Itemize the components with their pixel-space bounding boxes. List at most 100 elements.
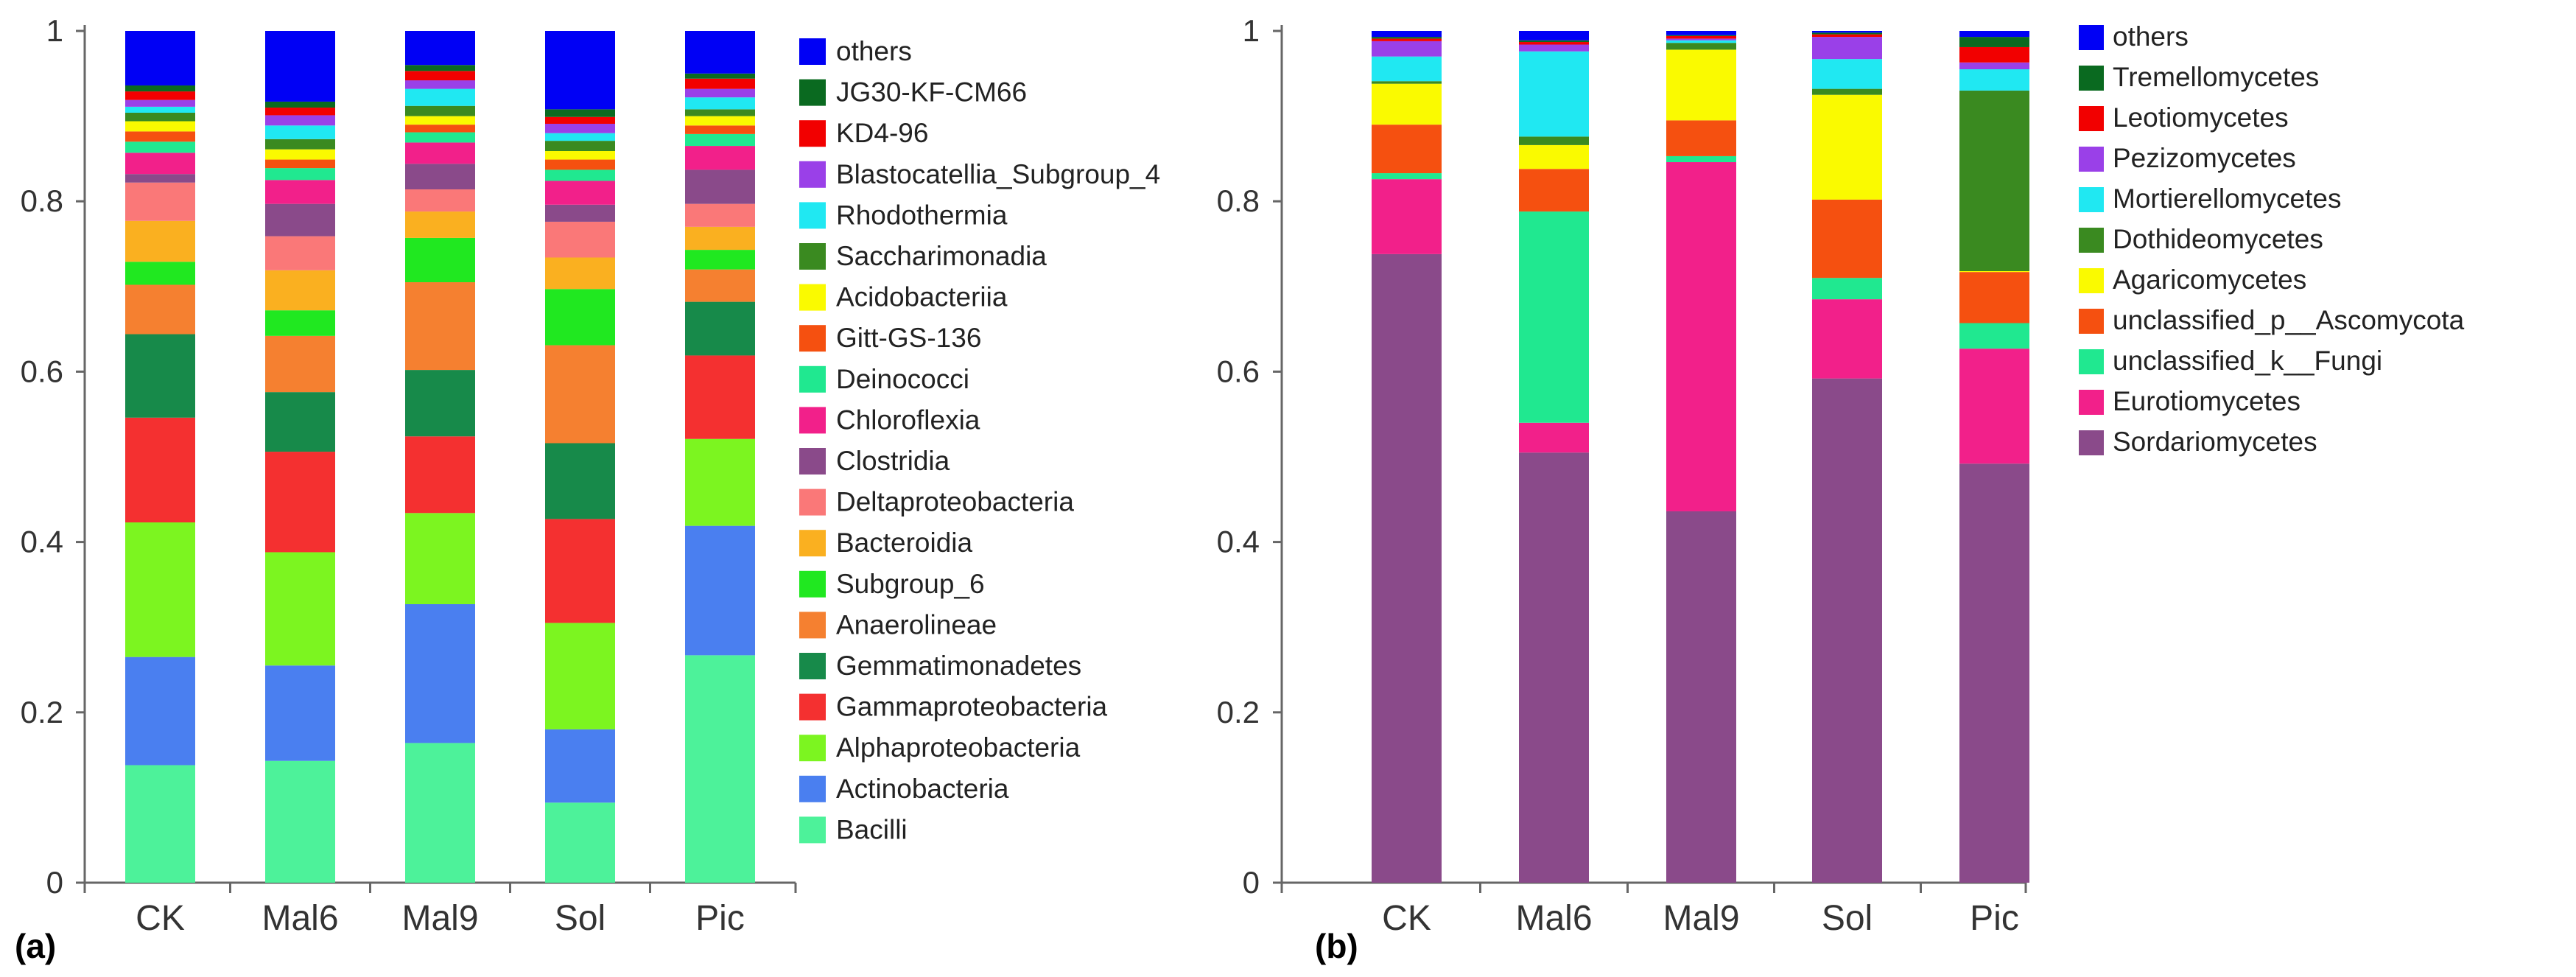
bar-segment-ck-deltaproteobacteria bbox=[125, 182, 195, 221]
bar-segment-mal9-sordariomycetes bbox=[1666, 511, 1736, 883]
legend-swatch bbox=[2079, 268, 2104, 293]
bar-segment-mal9-mortierellomycetes bbox=[1666, 40, 1736, 43]
bar-segment-sol-others bbox=[545, 31, 615, 110]
y-tick-label: 0 bbox=[46, 865, 63, 900]
legend-swatch bbox=[2079, 390, 2104, 415]
bar-segment-mal9-saccharimonadia bbox=[405, 105, 475, 116]
bar-segment-mal9-anaerolineae bbox=[405, 282, 475, 371]
bar-segment-mal6-bacilli bbox=[265, 760, 335, 883]
bar-segment-ck-others bbox=[125, 31, 195, 85]
bar-segment-pic-others bbox=[685, 31, 755, 74]
bar-segment-ck-saccharimonadia bbox=[125, 112, 195, 122]
bar-segment-mal6-sordariomycetes bbox=[1519, 452, 1589, 883]
y-tick-label: 0.6 bbox=[21, 354, 63, 388]
legend-label: Dothideomycetes bbox=[2113, 224, 2323, 254]
bar-segment-sol-anaerolineae bbox=[545, 345, 615, 444]
bar-segment-sol-unclassified-p-ascomycota bbox=[1812, 199, 1882, 279]
bar-segment-mal9-dothideomycetes bbox=[1666, 43, 1736, 50]
bar-segment-pic-gemmatimonadetes bbox=[685, 301, 755, 356]
bar-segment-sol-others bbox=[1812, 31, 1882, 33]
bar-segment-mal6-mortierellomycetes bbox=[1519, 51, 1589, 137]
bar-segment-ck-bacilli bbox=[125, 765, 195, 883]
legend-swatch bbox=[799, 693, 826, 721]
bar-segment-mal6-chloroflexia bbox=[265, 180, 335, 204]
legend-label: Pezizomycetes bbox=[2113, 143, 2296, 173]
bar-segment-mal9-actinobacteria bbox=[405, 603, 475, 743]
bar-segment-ck-kd4-96 bbox=[125, 91, 195, 100]
x-category-label: Sol bbox=[555, 899, 606, 938]
bar-segment-sol-leotiomycetes bbox=[1812, 34, 1882, 38]
bar-segment-mal6-others bbox=[265, 31, 335, 102]
bar-segment-sol-tremellomycetes bbox=[1812, 32, 1882, 35]
legend-label: others bbox=[836, 36, 912, 66]
bar-segment-ck-gitt-gs-136 bbox=[125, 131, 195, 142]
legend-swatch bbox=[799, 653, 826, 679]
legend-swatch bbox=[799, 243, 826, 270]
bar-segment-pic-chloroflexia bbox=[685, 146, 755, 170]
bar-segment-pic-alphaproteobacteria bbox=[685, 438, 755, 526]
legend-swatch bbox=[799, 325, 826, 352]
bar-segment-ck-subgroup-6 bbox=[125, 262, 195, 285]
legend-label: others bbox=[2113, 21, 2189, 52]
bar-segment-pic-eurotiomycetes bbox=[1959, 349, 2029, 464]
legend-swatch bbox=[2079, 349, 2104, 374]
panel-label: (a) bbox=[15, 927, 56, 965]
bar-segment-ck-unclassified-p-ascomycota bbox=[1372, 125, 1442, 174]
bar-segment-mal6-eurotiomycetes bbox=[1519, 422, 1589, 453]
x-category-label: CK bbox=[136, 899, 185, 938]
bar-segment-mal6-deinococci bbox=[265, 168, 335, 181]
bar-segment-pic-deltaproteobacteria bbox=[685, 203, 755, 227]
y-tick-label: 0 bbox=[1243, 865, 1260, 900]
legend-label: Bacteroidia bbox=[836, 528, 973, 558]
bar-segment-sol-deinococci bbox=[545, 169, 615, 181]
bar-segment-sol-mortierellomycetes bbox=[1812, 59, 1882, 89]
bar-segment-mal9-agaricomycetes bbox=[1666, 49, 1736, 121]
bar-segment-ck-gemmatimonadetes bbox=[125, 334, 195, 418]
bar-segment-pic-blastocatellia-subgroup-4 bbox=[685, 88, 755, 98]
bar-segment-mal6-kd4-96 bbox=[265, 108, 335, 116]
bar-segment-ck-tremellomycetes bbox=[1372, 37, 1442, 39]
bar-segment-ck-alphaproteobacteria bbox=[125, 522, 195, 657]
bar-segment-pic-anaerolineae bbox=[685, 269, 755, 302]
legend-swatch bbox=[799, 38, 826, 65]
y-tick-label: 0.4 bbox=[1217, 525, 1260, 559]
bar-segment-ck-sordariomycetes bbox=[1372, 253, 1442, 883]
bar-segment-sol-bacilli bbox=[545, 802, 615, 883]
bar-segment-pic-subgroup-6 bbox=[685, 250, 755, 270]
bar-segment-sol-eurotiomycetes bbox=[1812, 299, 1882, 379]
bar-segment-pic-leotiomycetes bbox=[1959, 46, 2029, 63]
bar-segment-ck-eurotiomycetes bbox=[1372, 179, 1442, 254]
bar-segment-mal9-deltaproteobacteria bbox=[405, 189, 475, 212]
y-tick-label: 0.4 bbox=[21, 525, 63, 559]
bar-segment-mal6-pezizomycetes bbox=[1519, 44, 1589, 52]
bar-segment-mal6-deltaproteobacteria bbox=[265, 236, 335, 270]
bar-segment-mal6-rhodothermia bbox=[265, 125, 335, 139]
legend-label: Gemmatimonadetes bbox=[836, 651, 1081, 681]
bar-segment-mal6-actinobacteria bbox=[265, 665, 335, 761]
bar-segment-ck-anaerolineae bbox=[125, 284, 195, 335]
legend-label: Actinobacteria bbox=[836, 774, 1009, 804]
bar-segment-pic-gammaproteobacteria bbox=[685, 355, 755, 439]
legend-label: Alphaproteobacteria bbox=[836, 732, 1081, 763]
bar-segment-ck-actinobacteria bbox=[125, 656, 195, 766]
bar-segment-sol-unclassified-k-fungi bbox=[1812, 278, 1882, 300]
bar-segment-mal9-leotiomycetes bbox=[1666, 35, 1736, 39]
bar-segment-mal9-chloroflexia bbox=[405, 142, 475, 164]
bar-segment-sol-clostridia bbox=[545, 204, 615, 222]
bar-segment-ck-others bbox=[1372, 31, 1442, 38]
bar-segment-mal9-unclassified-k-fungi bbox=[1666, 155, 1736, 163]
legend-label: Mortierellomycetes bbox=[2113, 183, 2341, 214]
legend-label: Saccharimonadia bbox=[836, 241, 1047, 271]
bar-segment-sol-alphaproteobacteria bbox=[545, 623, 615, 729]
bar-segment-mal9-unclassified-p-ascomycota bbox=[1666, 120, 1736, 156]
y-tick-label: 1 bbox=[1243, 13, 1260, 48]
legend-swatch bbox=[799, 612, 826, 639]
bar-segment-sol-acidobacteriia bbox=[545, 150, 615, 160]
bar-segment-mal9-clostridia bbox=[405, 164, 475, 190]
bar-segment-sol-blastocatellia-subgroup-4 bbox=[545, 124, 615, 133]
bar-segment-mal9-subgroup-6 bbox=[405, 237, 475, 283]
bar-segment-mal6-others bbox=[1519, 31, 1589, 41]
legend-label: Bacilli bbox=[836, 814, 908, 844]
bar-segment-mal9-rhodothermia bbox=[405, 88, 475, 106]
bar-segment-mal6-leotiomycetes bbox=[1519, 42, 1589, 45]
